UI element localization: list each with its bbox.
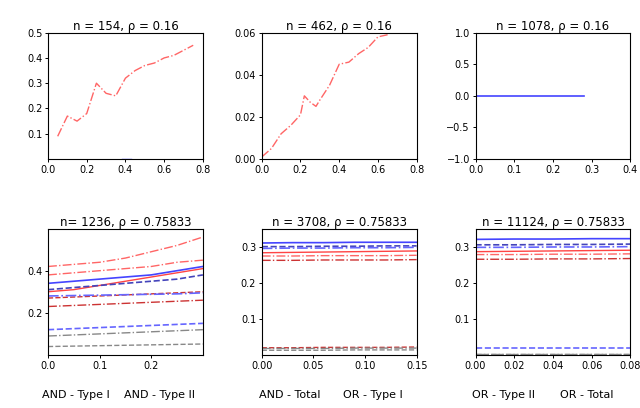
Text: AND - Type II: AND - Type II (124, 390, 195, 400)
Text: OR - Total: OR - Total (560, 390, 614, 400)
Title: n = 154, ρ = 0.16: n = 154, ρ = 0.16 (72, 20, 179, 33)
Title: n= 1236, ρ = 0.75833: n= 1236, ρ = 0.75833 (60, 215, 191, 228)
Title: n = 1078, ρ = 0.16: n = 1078, ρ = 0.16 (497, 20, 609, 33)
Title: n = 462, ρ = 0.16: n = 462, ρ = 0.16 (286, 20, 392, 33)
Text: AND - Total: AND - Total (259, 390, 321, 400)
Text: OR - Type I: OR - Type I (344, 390, 403, 400)
Text: OR - Type II: OR - Type II (472, 390, 535, 400)
Title: n = 11124, ρ = 0.75833: n = 11124, ρ = 0.75833 (481, 215, 625, 228)
Title: n = 3708, ρ = 0.75833: n = 3708, ρ = 0.75833 (272, 215, 406, 228)
Text: AND - Type I: AND - Type I (42, 390, 109, 400)
